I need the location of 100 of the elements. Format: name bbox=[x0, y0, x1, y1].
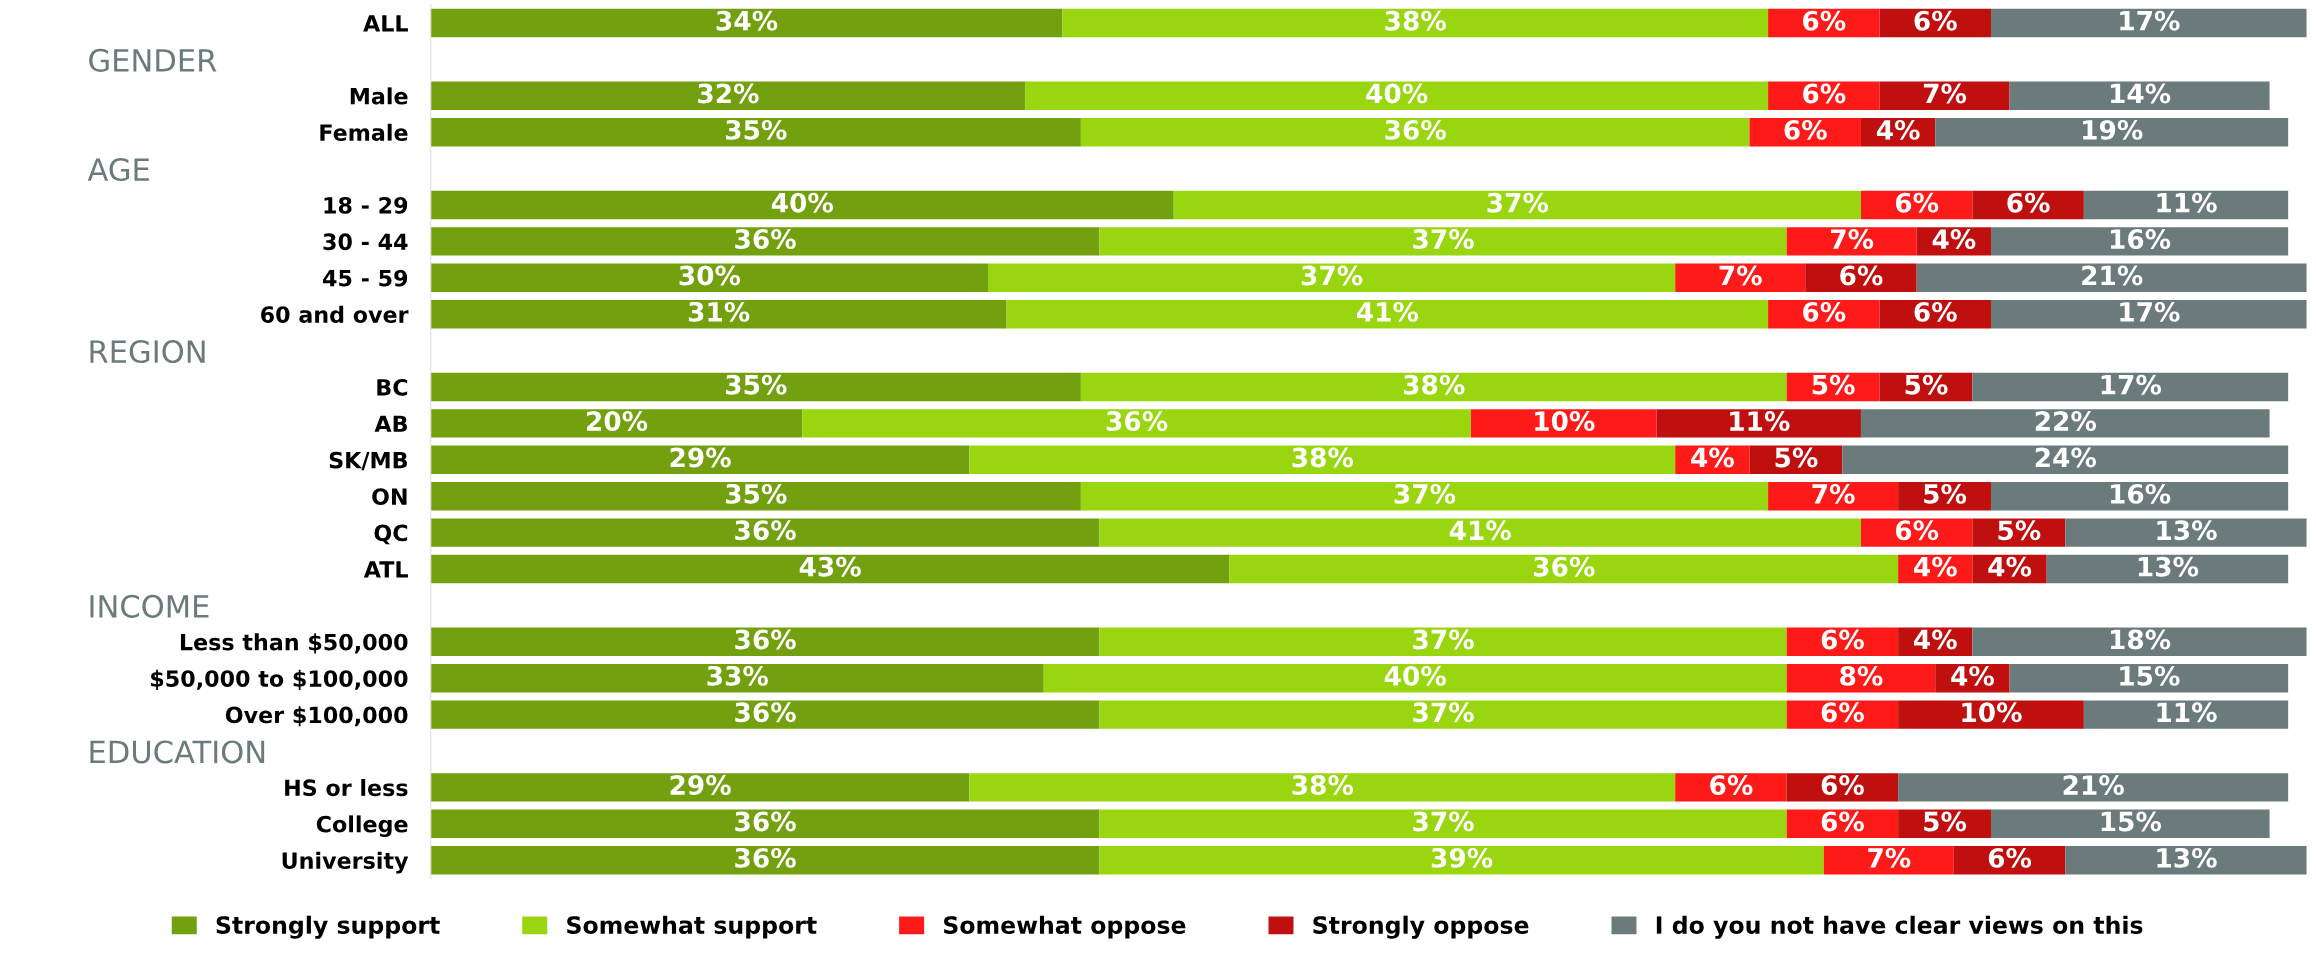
bar bbox=[430, 263, 988, 292]
bar bbox=[1006, 300, 1769, 329]
data-label: 6% bbox=[1821, 702, 1864, 723]
data-label: 35% bbox=[726, 374, 787, 395]
bar bbox=[2046, 554, 2289, 584]
bar bbox=[1860, 409, 2270, 438]
data-label: 11% bbox=[2157, 192, 2217, 213]
data-label: 6% bbox=[1840, 265, 1883, 286]
bar bbox=[1990, 8, 2307, 38]
data-label: 4% bbox=[1691, 447, 1734, 468]
data-label: 30% bbox=[679, 265, 741, 286]
data-label: 37% bbox=[1413, 702, 1474, 723]
bar bbox=[1099, 846, 1824, 875]
data-label: 7% bbox=[1868, 847, 1911, 868]
bar bbox=[1080, 482, 1769, 511]
data-label: 29% bbox=[670, 447, 731, 468]
y-tick-label: 60 and over bbox=[261, 305, 409, 323]
data-label: 37% bbox=[1413, 811, 1474, 832]
bar bbox=[1675, 263, 1806, 292]
data-label: 39% bbox=[1431, 847, 1493, 868]
bar bbox=[1099, 227, 1787, 256]
bar bbox=[2009, 664, 2289, 693]
data-label: 5% bbox=[1905, 374, 1948, 395]
data-label: 16% bbox=[2110, 483, 2171, 504]
data-label: 38% bbox=[1292, 447, 1354, 468]
bar bbox=[430, 627, 1100, 656]
y-tick-label: AB bbox=[374, 415, 407, 432]
data-label: 35% bbox=[726, 483, 787, 504]
data-label: 6% bbox=[1895, 520, 1939, 541]
y-tick-label: 30 - 44 bbox=[323, 233, 408, 251]
data-label: 5% bbox=[1812, 374, 1855, 395]
data-label: 13% bbox=[2157, 520, 2217, 541]
bar bbox=[430, 846, 1100, 875]
data-label: 6% bbox=[1988, 847, 2032, 868]
bar bbox=[2083, 190, 2289, 220]
data-label: 4% bbox=[1914, 556, 1957, 577]
bar bbox=[1656, 409, 1861, 438]
bar bbox=[1675, 773, 1787, 802]
bar bbox=[2083, 700, 2289, 729]
data-label: 7% bbox=[1923, 83, 1967, 104]
bar bbox=[1786, 700, 1899, 729]
data-label: 36% bbox=[735, 702, 796, 723]
bar bbox=[430, 809, 1100, 838]
bar bbox=[1786, 773, 1899, 802]
text: AGE bbox=[87, 157, 149, 182]
data-label: 36% bbox=[1106, 411, 1168, 432]
data-label: 4% bbox=[1951, 665, 1994, 686]
bar bbox=[1935, 118, 2289, 147]
data-label: 37% bbox=[1413, 229, 1474, 250]
y-tick-label: Less than $50,000 bbox=[180, 633, 408, 654]
bar bbox=[1916, 263, 2307, 292]
y-tick-label: HS or less bbox=[285, 778, 408, 797]
data-label: 31% bbox=[688, 301, 750, 322]
bar bbox=[1990, 809, 2270, 838]
bar bbox=[1990, 482, 2289, 511]
data-label: 6% bbox=[1803, 301, 1846, 322]
data-label: 43% bbox=[799, 556, 861, 577]
y-tick-label: ATL bbox=[363, 561, 408, 578]
text: EDUCATION bbox=[90, 740, 265, 764]
legend-label: Strongly support bbox=[216, 915, 440, 939]
y-tick-label: Female bbox=[320, 123, 408, 141]
text: INCOME bbox=[90, 594, 209, 618]
y-tick-label: SK/MB bbox=[329, 451, 407, 471]
data-label: 6% bbox=[1821, 811, 1864, 832]
bar bbox=[1990, 300, 2307, 329]
data-label: 6% bbox=[1914, 10, 1957, 31]
bar bbox=[802, 409, 1471, 438]
text: GENDER bbox=[89, 48, 217, 72]
data-label: 29% bbox=[670, 775, 731, 796]
data-label: 7% bbox=[1812, 483, 1855, 504]
data-label: 40% bbox=[1384, 665, 1446, 686]
data-label: 37% bbox=[1413, 629, 1474, 650]
data-label: 6% bbox=[1803, 10, 1846, 31]
data-label: 17% bbox=[2120, 10, 2180, 31]
bar bbox=[1972, 627, 2307, 656]
data-label: 6% bbox=[1821, 629, 1864, 650]
data-label: 16% bbox=[2110, 229, 2171, 250]
data-label: 14% bbox=[2110, 83, 2171, 104]
bar bbox=[1972, 372, 2289, 402]
data-label: 5% bbox=[1998, 520, 2041, 541]
bar bbox=[430, 773, 970, 802]
bar bbox=[430, 372, 1081, 402]
y-tick-label: Over $100,000 bbox=[225, 706, 408, 727]
data-label: 41% bbox=[1356, 301, 1419, 322]
data-label: 13% bbox=[2157, 847, 2217, 868]
data-label: 6% bbox=[1821, 775, 1864, 796]
legend-label: I do you not have clear views on this bbox=[1656, 915, 2143, 939]
y-tick-label: ALL bbox=[363, 15, 408, 32]
bar bbox=[969, 445, 1676, 474]
data-label: 17% bbox=[2120, 301, 2180, 322]
data-label: 24% bbox=[2035, 447, 2097, 468]
data-label: 36% bbox=[735, 847, 796, 868]
data-label: 38% bbox=[1403, 374, 1465, 395]
data-label: 36% bbox=[1385, 119, 1446, 140]
bar bbox=[1025, 81, 1769, 110]
data-label: 13% bbox=[2138, 556, 2199, 577]
bar bbox=[430, 81, 1026, 110]
bar bbox=[1768, 482, 1899, 511]
data-label: 21% bbox=[2063, 775, 2124, 796]
data-label: 40% bbox=[1366, 83, 1428, 104]
